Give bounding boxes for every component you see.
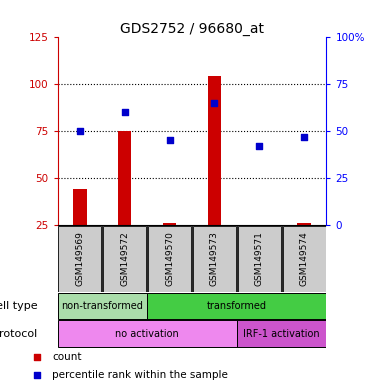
Point bbox=[256, 143, 262, 149]
Text: GSM149571: GSM149571 bbox=[255, 231, 264, 286]
Bar bbox=[237, 320, 326, 347]
Bar bbox=[58, 293, 147, 319]
Bar bbox=[238, 226, 281, 291]
Text: GSM149574: GSM149574 bbox=[299, 231, 309, 286]
Text: no activation: no activation bbox=[115, 329, 179, 339]
Text: GSM149572: GSM149572 bbox=[120, 231, 129, 286]
Point bbox=[122, 109, 128, 115]
Text: percentile rank within the sample: percentile rank within the sample bbox=[52, 370, 228, 380]
Bar bbox=[58, 226, 101, 291]
Point bbox=[34, 372, 40, 378]
Bar bbox=[283, 226, 326, 291]
Bar bbox=[208, 76, 221, 225]
Bar bbox=[193, 226, 236, 291]
Bar bbox=[103, 226, 146, 291]
Bar bbox=[148, 226, 191, 291]
Text: non-transformed: non-transformed bbox=[61, 301, 143, 311]
Bar bbox=[297, 223, 311, 225]
Text: transformed: transformed bbox=[207, 301, 267, 311]
Text: count: count bbox=[52, 352, 82, 362]
Point bbox=[77, 128, 83, 134]
Text: protocol: protocol bbox=[0, 329, 37, 339]
Bar bbox=[118, 131, 131, 225]
Text: IRF-1 activation: IRF-1 activation bbox=[243, 329, 320, 339]
Bar bbox=[58, 320, 237, 347]
Text: cell type: cell type bbox=[0, 301, 37, 311]
Text: GSM149573: GSM149573 bbox=[210, 231, 219, 286]
Bar bbox=[163, 223, 176, 225]
Point bbox=[301, 134, 307, 140]
Title: GDS2752 / 96680_at: GDS2752 / 96680_at bbox=[120, 22, 264, 36]
Text: GSM149569: GSM149569 bbox=[75, 231, 85, 286]
Point bbox=[211, 100, 217, 106]
Bar bbox=[147, 293, 326, 319]
Point bbox=[167, 137, 173, 144]
Bar bbox=[73, 189, 87, 225]
Point bbox=[34, 354, 40, 360]
Text: GSM149570: GSM149570 bbox=[165, 231, 174, 286]
